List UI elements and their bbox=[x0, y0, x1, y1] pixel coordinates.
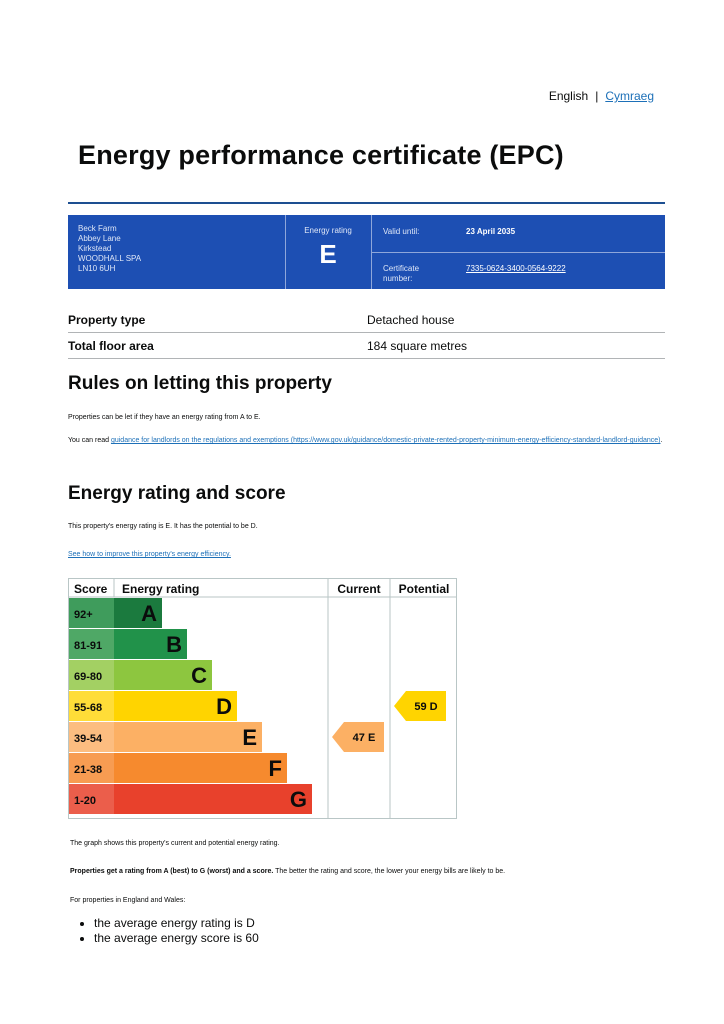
address-line: Abbey Lane bbox=[78, 234, 121, 243]
property-type-value: Detached house bbox=[367, 313, 455, 327]
language-cymraeg-link[interactable]: Cymraeg bbox=[605, 89, 654, 103]
valid-until-value: 23 April 2035 bbox=[466, 227, 516, 236]
certificate-number-value: 7335-0624-3400-0564-9222 bbox=[466, 264, 566, 273]
property-address: Beck Farm Abbey Lane Kirkstead WOODHALL … bbox=[78, 224, 141, 274]
band-letter: C bbox=[191, 663, 207, 688]
improve-efficiency-text: See how to improve this property's energ… bbox=[68, 551, 231, 558]
band-score-cell bbox=[69, 784, 114, 814]
band-score-label: 81-91 bbox=[74, 640, 102, 652]
letting-rule-text: Properties can be let if they have an en… bbox=[68, 414, 261, 421]
band-bar-b bbox=[114, 629, 187, 659]
epc-summary-banner: Beck Farm Abbey Lane Kirkstead WOODHALL … bbox=[68, 215, 665, 289]
improve-efficiency-link[interactable]: See how to improve this property's energ… bbox=[68, 551, 231, 558]
page-title: Energy performance certificate (EPC) bbox=[78, 140, 564, 170]
header-energy-rating: Energy rating bbox=[122, 582, 199, 596]
band-score-cell bbox=[69, 629, 114, 659]
banner-divider bbox=[371, 252, 665, 253]
potential-rating-marker-label: 59 D bbox=[414, 701, 437, 713]
address-line: Kirkstead bbox=[78, 244, 112, 253]
list-item: the average energy rating is D bbox=[94, 916, 259, 931]
band-letter: G bbox=[290, 787, 307, 812]
band-bar-c bbox=[114, 660, 212, 690]
band-bar-e bbox=[114, 722, 262, 752]
property-type-row: Property type Detached house bbox=[68, 308, 665, 333]
band-score-label: 39-54 bbox=[74, 733, 103, 745]
certificate-number-label: Certificate number: bbox=[383, 264, 420, 283]
language-english: English bbox=[548, 89, 589, 103]
band-bar-g bbox=[114, 784, 312, 814]
list-item: the average energy score is 60 bbox=[94, 931, 259, 946]
banner-divider bbox=[285, 215, 286, 289]
band-score-cell bbox=[69, 753, 114, 783]
valid-until-label: Valid until: bbox=[383, 227, 420, 236]
band-bar-a bbox=[114, 598, 162, 628]
language-separator: | bbox=[595, 89, 599, 103]
band-bar-f bbox=[114, 753, 287, 783]
band-bar-d bbox=[114, 691, 237, 721]
energy-rating-chart: Score Energy rating Current Potential 92… bbox=[68, 578, 457, 819]
guidance-prefix: You can read bbox=[68, 437, 109, 444]
band-letter: D bbox=[216, 694, 232, 719]
band-score-label: 21-38 bbox=[74, 764, 102, 776]
language-switcher: English | Cymraeg bbox=[549, 89, 654, 103]
header-potential: Potential bbox=[399, 582, 450, 596]
address-line: Beck Farm bbox=[78, 224, 117, 233]
band-score-label: 55-68 bbox=[74, 702, 102, 714]
landlord-guidance-link[interactable]: guidance for landlords on the regulation… bbox=[110, 437, 661, 444]
band-score-cell bbox=[69, 660, 114, 690]
guidance-suffix: . bbox=[660, 437, 663, 444]
floor-area-row: Total floor area 184 square metres bbox=[68, 334, 665, 359]
rating-summary: This property's energy rating is E. It h… bbox=[68, 523, 258, 530]
band-letter: E bbox=[242, 725, 257, 750]
address-line: WOODHALL SPA bbox=[78, 254, 142, 263]
band-score-cell bbox=[69, 691, 114, 721]
address-line: LN10 6UH bbox=[78, 264, 116, 273]
energy-rating-heading: Energy rating and score bbox=[68, 483, 286, 504]
title-divider bbox=[68, 202, 665, 204]
rating-explanation: Properties get a rating from A (best) to… bbox=[70, 868, 505, 875]
header-score: Score bbox=[74, 582, 108, 596]
band-score-cell bbox=[69, 598, 114, 628]
band-letter: B bbox=[166, 632, 182, 657]
band-letter: F bbox=[269, 756, 282, 781]
band-score-label: 92+ bbox=[74, 609, 93, 621]
property-type-label: Property type bbox=[68, 313, 146, 327]
averages-list: the average energy rating is D the avera… bbox=[70, 916, 259, 946]
england-wales-note: For properties in England and Wales: bbox=[70, 897, 186, 904]
header-current: Current bbox=[337, 582, 380, 596]
current-rating-marker bbox=[332, 722, 384, 752]
energy-rating-letter: E bbox=[319, 239, 337, 269]
band-score-cell bbox=[69, 722, 114, 752]
letting-heading: Rules on letting this property bbox=[68, 373, 332, 394]
band-score-label: 69-80 bbox=[74, 671, 102, 683]
graph-note: The graph shows this property's current … bbox=[70, 840, 280, 847]
potential-rating-marker bbox=[394, 691, 446, 721]
rating-explanation-bold: Properties get a rating from A (best) to… bbox=[70, 868, 274, 875]
band-score-label: 1-20 bbox=[74, 795, 96, 807]
rating-explanation-rest: The better the rating and score, the low… bbox=[275, 868, 506, 875]
band-letter: A bbox=[141, 601, 157, 626]
floor-area-label: Total floor area bbox=[68, 339, 154, 353]
floor-area-value: 184 square metres bbox=[367, 339, 468, 353]
letting-guidance-text: You can read guidance for landlords on t… bbox=[68, 436, 665, 445]
current-rating-marker-label: 47 E bbox=[353, 732, 376, 744]
energy-rating-label: Energy rating bbox=[304, 226, 352, 235]
